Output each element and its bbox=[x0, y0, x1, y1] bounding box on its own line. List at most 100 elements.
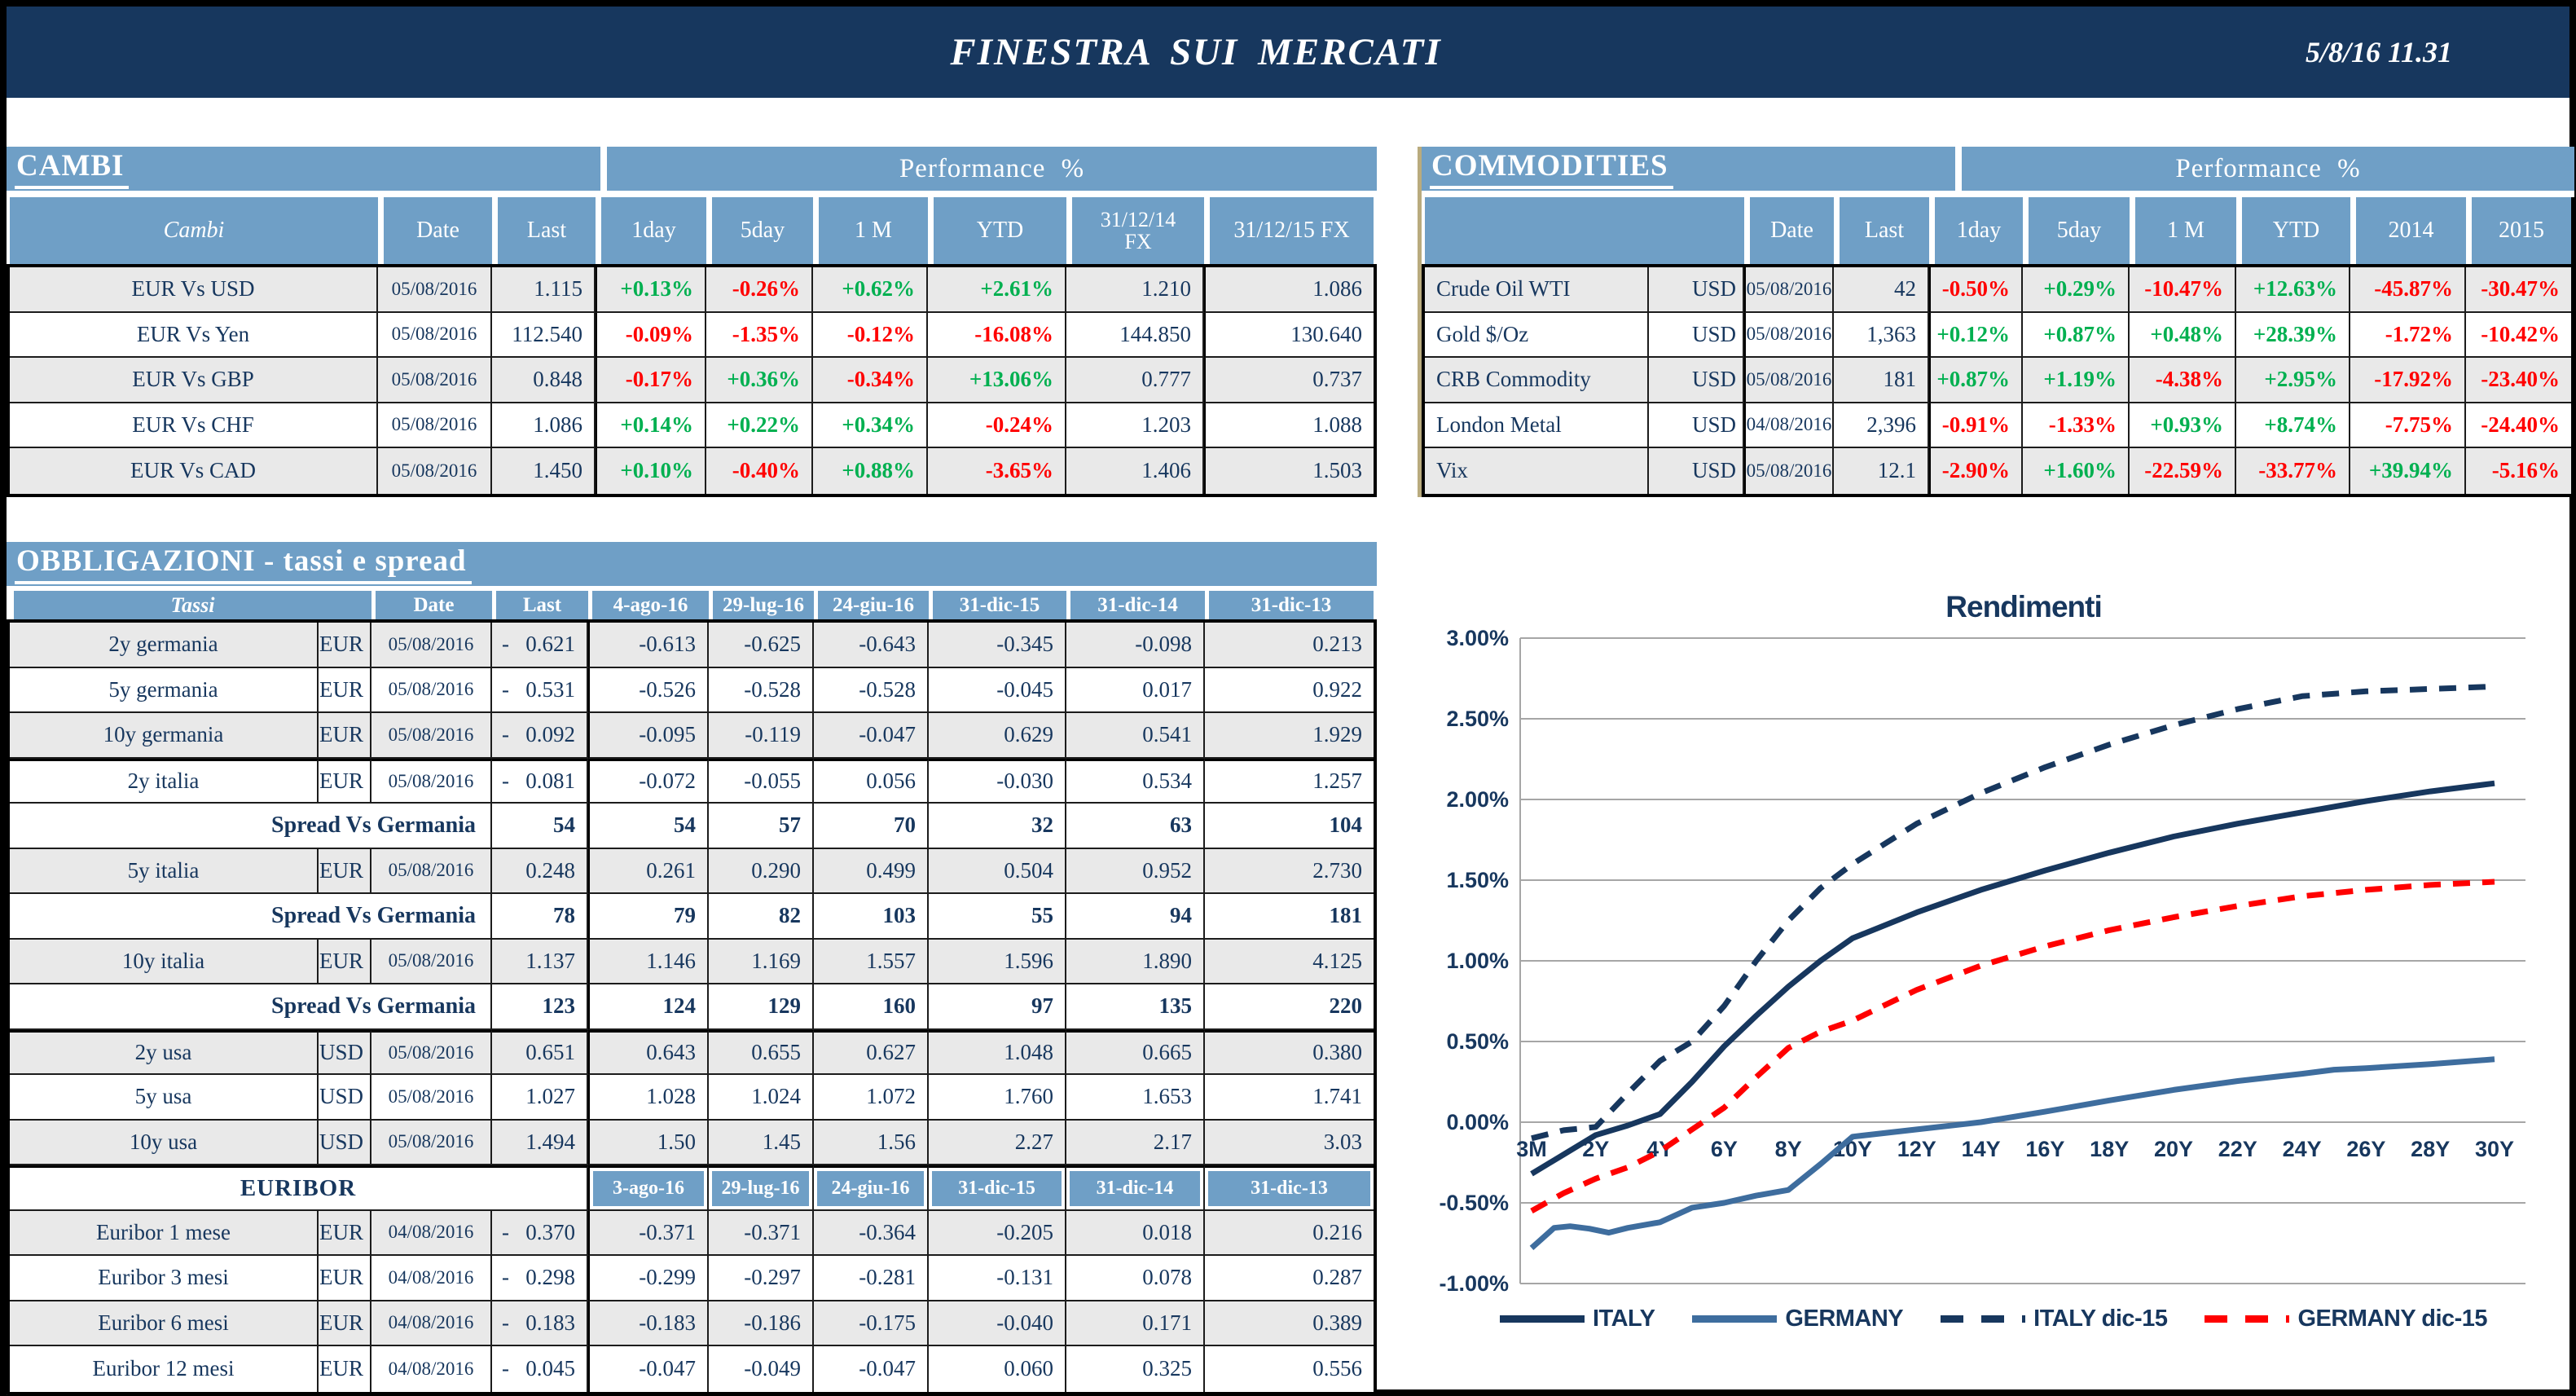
y-axis-label: 2.00% bbox=[1446, 787, 1509, 812]
last-value: 0.531 bbox=[525, 676, 575, 702]
date-cell: 05/08/2016 bbox=[1744, 267, 1834, 313]
negative-sign: - bbox=[502, 676, 509, 702]
date-cell: 05/08/2016 bbox=[371, 667, 492, 713]
spread-value-cell: 129 bbox=[709, 984, 814, 1030]
negative-sign: - bbox=[502, 1356, 509, 1381]
value-cell: 0.325 bbox=[1066, 1346, 1205, 1392]
date-cell: 05/08/2016 bbox=[1744, 312, 1834, 358]
value-cell: 0.171 bbox=[1066, 1301, 1205, 1346]
x-axis-label: 20Y bbox=[2154, 1137, 2193, 1161]
fx-cell: 130.640 bbox=[1204, 312, 1374, 358]
value-cell: -0.131 bbox=[929, 1256, 1066, 1301]
column-header: Date bbox=[371, 591, 492, 619]
x-axis-label: 26Y bbox=[2346, 1137, 2385, 1161]
date-cell: 05/08/2016 bbox=[378, 403, 492, 448]
value-cell: -0.205 bbox=[929, 1210, 1066, 1256]
tenor-name-cell: 10y germania bbox=[10, 713, 319, 759]
legend-line-sample bbox=[1941, 1315, 2026, 1323]
spread-value-cell: 97 bbox=[929, 984, 1066, 1030]
y-axis-label: -1.00% bbox=[1439, 1271, 1509, 1296]
last-cell: -0.621 bbox=[492, 623, 588, 668]
fx-cell: 1.406 bbox=[1066, 448, 1204, 494]
perf-cell: -0.40% bbox=[706, 448, 813, 494]
pair-name-cell: EUR Vs Yen bbox=[10, 312, 378, 358]
perf-cell: -0.17% bbox=[596, 358, 706, 403]
spread-value-cell: 63 bbox=[1066, 804, 1205, 849]
fx-cell: 1.503 bbox=[1204, 448, 1374, 494]
value-cell: 1.890 bbox=[1066, 939, 1205, 984]
last-value: 0.081 bbox=[525, 768, 575, 794]
y-axis-label: 2.50% bbox=[1446, 707, 1509, 731]
perf-cell: +0.36% bbox=[706, 358, 813, 403]
value-cell: 1.146 bbox=[588, 939, 709, 984]
legend-label: GERMANY bbox=[1785, 1306, 1904, 1332]
value-cell: -0.297 bbox=[709, 1256, 814, 1301]
perf-cell: +0.87% bbox=[1929, 358, 2023, 403]
value-cell: -0.613 bbox=[588, 623, 709, 668]
currency-cell: EUR bbox=[319, 939, 371, 984]
unit-cell: USD bbox=[1649, 312, 1744, 358]
spread-value-cell: 32 bbox=[929, 804, 1066, 849]
tenor-name-cell: 2y italia bbox=[10, 758, 319, 804]
date-cell: 04/08/2016 bbox=[371, 1256, 492, 1301]
value-cell: 0.078 bbox=[1066, 1256, 1205, 1301]
commodity-name-cell: CRB Commodity bbox=[1425, 358, 1649, 403]
tenor-name-cell: Euribor 12 mesi bbox=[10, 1346, 319, 1392]
perf-cell: +0.48% bbox=[2130, 312, 2236, 358]
legend-item: GERMANY dic-15 bbox=[2205, 1306, 2488, 1332]
column-header: 5day bbox=[706, 197, 813, 264]
value-cell: 0.261 bbox=[588, 848, 709, 894]
date-cell: 05/08/2016 bbox=[371, 1075, 492, 1121]
perf-cell: -0.91% bbox=[1929, 403, 2023, 448]
date-cell: 05/08/2016 bbox=[1744, 448, 1834, 494]
column-header: 2014 bbox=[2350, 197, 2466, 264]
value-cell: -0.371 bbox=[588, 1210, 709, 1256]
commodities-section-block: COMMODITIES bbox=[1422, 147, 1955, 191]
currency-cell: EUR bbox=[319, 848, 371, 894]
currency-cell: EUR bbox=[319, 1301, 371, 1346]
cambi-column-headers: Cambi Date Last 1day 5day 1 M YTD 31/12/14 FX 31… bbox=[7, 197, 1377, 264]
perf-cell: -0.26% bbox=[706, 267, 813, 313]
value-cell: 0.499 bbox=[814, 848, 929, 894]
value-cell: 2.27 bbox=[929, 1120, 1066, 1165]
obbligazioni-section-title: OBBLIGAZIONI - tassi e spread bbox=[15, 544, 472, 584]
legend-label: ITALY bbox=[1592, 1306, 1655, 1332]
last-value: 0.621 bbox=[525, 632, 575, 657]
legend-line-sample bbox=[1692, 1315, 1778, 1323]
value-cell: 1.653 bbox=[1066, 1075, 1205, 1121]
perf-cell: -0.12% bbox=[813, 312, 928, 358]
gap-row bbox=[1422, 191, 2574, 197]
chart-legend: ITALY GERMANY ITALY dic-15 GERMANY dic-15 bbox=[1418, 1306, 2569, 1332]
value-cell: 0.290 bbox=[709, 848, 814, 894]
perf-cell: +2.95% bbox=[2236, 358, 2350, 403]
euribor-section-label: EURIBOR bbox=[10, 1165, 588, 1211]
column-header: 4-ago-16 bbox=[588, 591, 709, 619]
value-cell: 0.389 bbox=[1205, 1301, 1374, 1346]
page-title: FINESTRA SUI MERCATI bbox=[950, 31, 1442, 73]
euribor-column-header-label: 3-ago-16 bbox=[593, 1171, 704, 1206]
perf-cell: -33.77% bbox=[2236, 448, 2350, 494]
value-cell: 1.929 bbox=[1205, 713, 1374, 759]
obbligazioni-section-row: OBBLIGAZIONI - tassi e spread bbox=[7, 542, 1377, 586]
value-cell: -0.047 bbox=[588, 1346, 709, 1392]
tenor-name-cell: 2y usa bbox=[10, 1029, 319, 1075]
currency-cell: EUR bbox=[319, 1256, 371, 1301]
spread-label-cell: Spread Vs Germania bbox=[10, 804, 492, 849]
title-bar: FINESTRA SUI MERCATI 5/8/16 11.31 bbox=[7, 7, 2569, 98]
last-cell: -0.045 bbox=[492, 1346, 588, 1392]
last-cell: 1.450 bbox=[492, 448, 596, 494]
value-cell: -0.528 bbox=[709, 667, 814, 713]
column-header: 24-giu-16 bbox=[814, 591, 929, 619]
negative-sign: - bbox=[502, 1310, 509, 1335]
last-cell: 181 bbox=[1834, 358, 1929, 403]
value-cell: -0.055 bbox=[709, 758, 814, 804]
euribor-column-header-label: 31-dic-15 bbox=[932, 1171, 1062, 1206]
euribor-column-header: 31-dic-14 bbox=[1066, 1165, 1205, 1211]
perf-cell: +0.87% bbox=[2023, 312, 2130, 358]
value-cell: 0.629 bbox=[929, 713, 1066, 759]
y-axis-label: 3.00% bbox=[1446, 626, 1509, 650]
perf-cell: +1.19% bbox=[2023, 358, 2130, 403]
commodities-performance-block: Performance % bbox=[1962, 147, 2574, 191]
tenor-name-cell: Euribor 6 mesi bbox=[10, 1301, 319, 1346]
euribor-column-header: 29-lug-16 bbox=[709, 1165, 814, 1211]
